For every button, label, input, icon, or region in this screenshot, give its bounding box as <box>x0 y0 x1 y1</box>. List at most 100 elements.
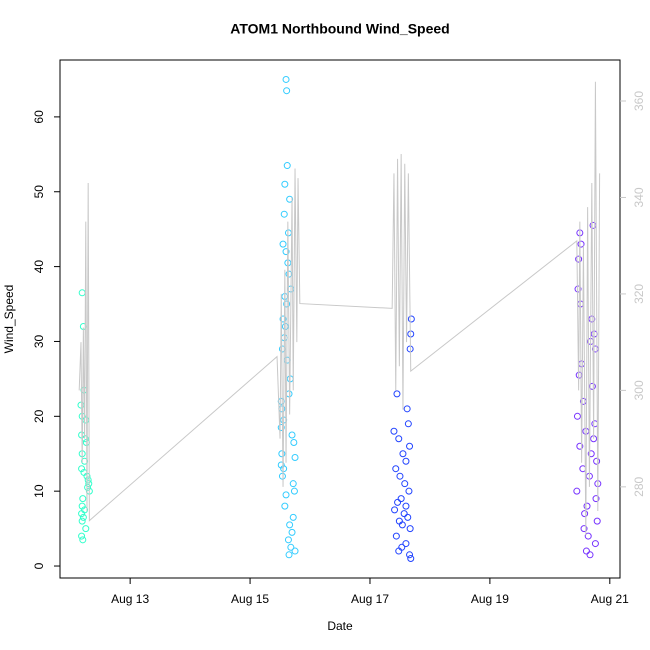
point <box>291 453 299 461</box>
point <box>290 439 298 447</box>
point <box>82 416 90 424</box>
point <box>282 75 290 83</box>
point <box>582 427 590 435</box>
point <box>283 87 291 95</box>
y-tick-label: 60 <box>32 110 46 124</box>
point <box>286 195 294 203</box>
point <box>286 521 294 529</box>
point <box>79 513 87 521</box>
point <box>395 435 403 443</box>
point <box>406 551 414 559</box>
point <box>393 390 401 398</box>
point <box>290 487 298 495</box>
x-tick-label: Aug 21 <box>591 592 629 606</box>
x-tick-label: Aug 13 <box>111 592 149 606</box>
point <box>399 450 407 458</box>
point <box>398 521 406 529</box>
point <box>592 495 600 503</box>
point <box>283 300 291 308</box>
y2-line <box>78 81 601 536</box>
point <box>588 382 596 390</box>
point <box>79 536 87 544</box>
x-tick-label: Aug 15 <box>231 592 269 606</box>
y-tick-label: 20 <box>32 409 46 423</box>
plot-frame <box>59 59 621 579</box>
point <box>279 240 287 248</box>
point <box>78 289 86 297</box>
point <box>575 255 583 263</box>
point <box>402 502 410 510</box>
point <box>78 517 86 525</box>
point <box>573 487 581 495</box>
point <box>291 547 299 555</box>
point <box>404 420 412 428</box>
y2-tick-label: 360 <box>632 91 646 111</box>
y-axis-label: Wind_Speed <box>2 285 16 354</box>
point <box>401 480 409 488</box>
point <box>278 450 286 458</box>
point <box>580 525 588 533</box>
point <box>282 491 290 499</box>
point <box>392 465 400 473</box>
point <box>396 472 404 480</box>
point <box>277 424 285 432</box>
point <box>280 210 288 218</box>
y2-tick-label: 300 <box>632 380 646 400</box>
point <box>284 536 292 544</box>
y-tick-label: 0 <box>32 562 46 569</box>
point <box>584 532 592 540</box>
point <box>581 510 589 518</box>
point <box>404 513 412 521</box>
y-tick-label: 30 <box>32 334 46 348</box>
x-tick-label: Aug 19 <box>471 592 509 606</box>
point <box>78 532 86 540</box>
point <box>78 465 86 473</box>
point <box>402 457 410 465</box>
point <box>576 442 584 450</box>
point <box>391 506 399 514</box>
point <box>591 540 599 548</box>
y-tick-label: 50 <box>32 185 46 199</box>
point <box>400 510 408 518</box>
point <box>283 162 291 170</box>
point <box>84 483 92 491</box>
point <box>82 525 90 533</box>
point <box>277 461 285 469</box>
point <box>288 528 296 536</box>
point <box>397 495 405 503</box>
point <box>84 476 92 484</box>
point <box>593 517 601 525</box>
point <box>287 543 295 551</box>
point <box>587 450 595 458</box>
point <box>281 502 289 510</box>
point <box>390 427 398 435</box>
point <box>573 412 581 420</box>
point <box>79 495 87 503</box>
point <box>394 498 402 506</box>
point <box>395 547 403 555</box>
point <box>402 540 410 548</box>
point <box>586 551 594 559</box>
point <box>282 248 290 256</box>
point <box>392 532 400 540</box>
y2-tick-label: 320 <box>632 284 646 304</box>
point <box>578 360 586 368</box>
point <box>577 240 585 248</box>
point <box>406 442 414 450</box>
point <box>288 431 296 439</box>
point <box>78 502 86 510</box>
point <box>583 502 591 510</box>
point <box>593 457 601 465</box>
point <box>78 510 86 518</box>
point <box>407 555 415 563</box>
point <box>289 480 297 488</box>
point <box>406 525 414 533</box>
point <box>405 487 413 495</box>
point <box>407 315 415 323</box>
point <box>582 547 590 555</box>
chart-title: ATOM1 Northbound Wind_Speed <box>230 21 449 37</box>
point <box>403 405 411 413</box>
y-tick-label: 40 <box>32 260 46 274</box>
point <box>281 180 289 188</box>
